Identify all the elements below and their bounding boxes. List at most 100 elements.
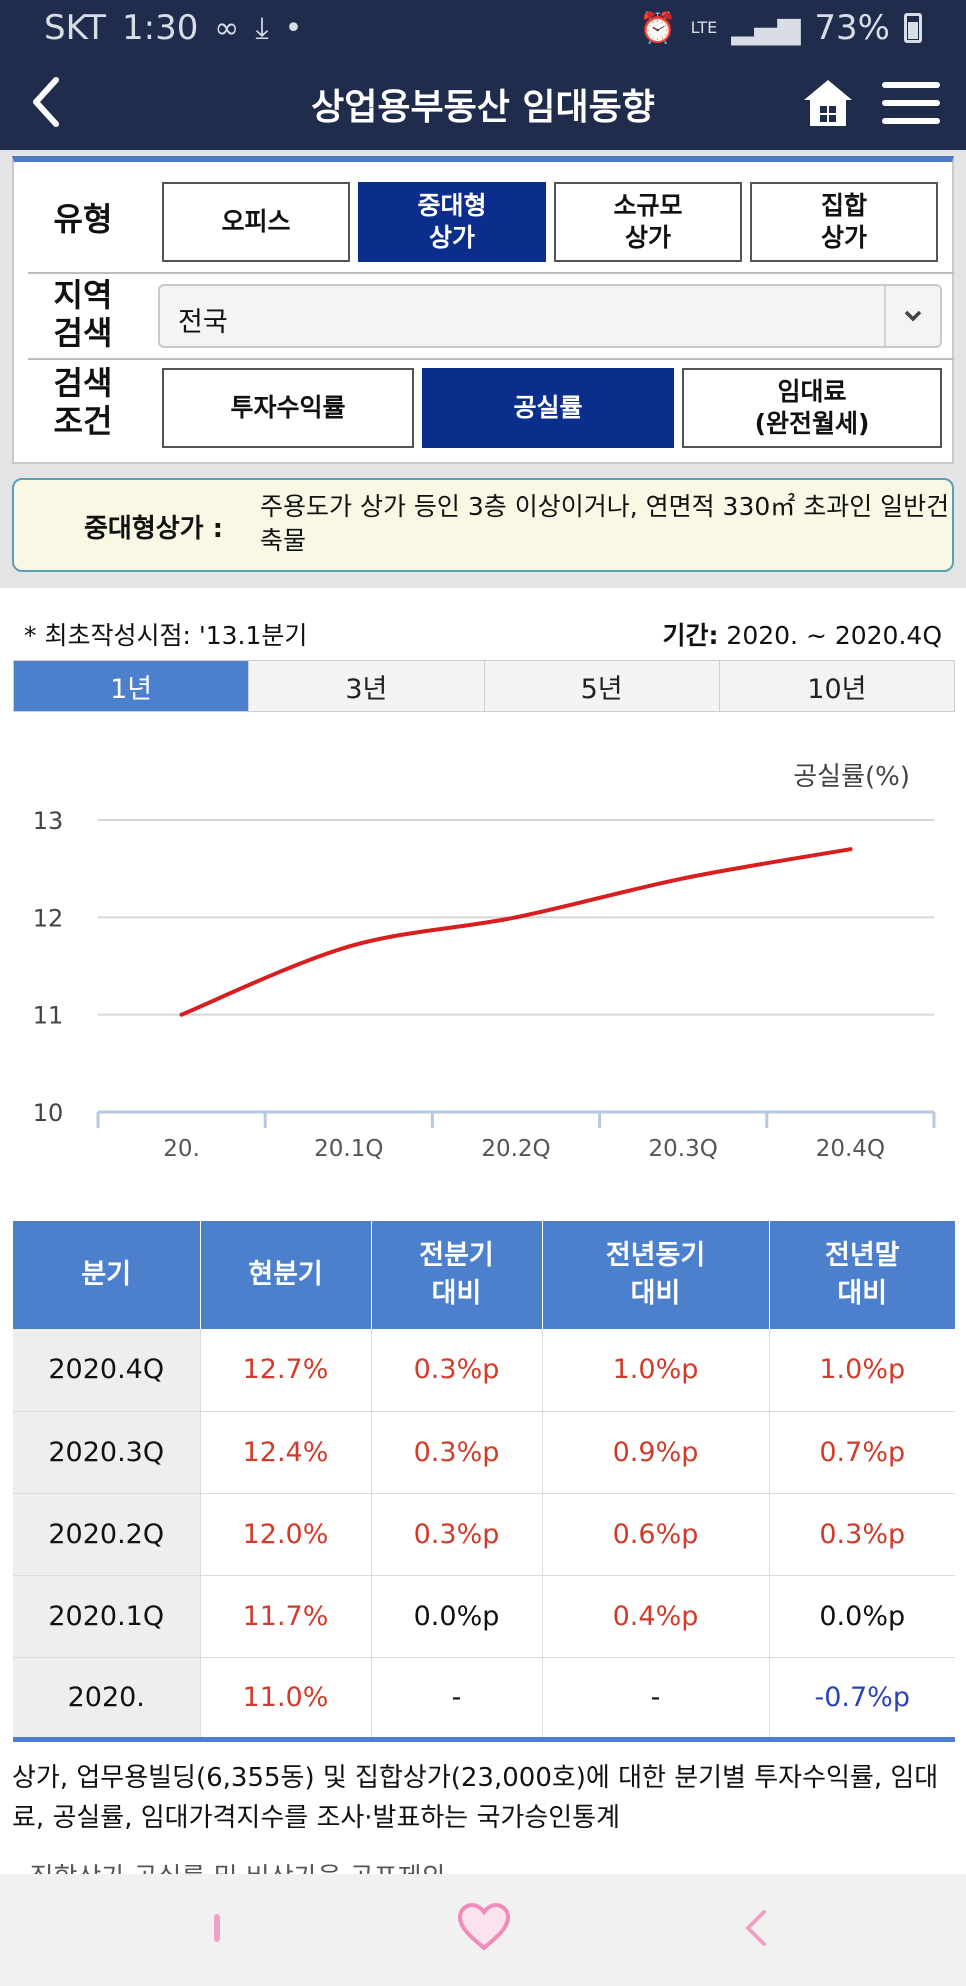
cell-quarter: 2020.4Q <box>13 1329 201 1412</box>
cell-prev-year: - <box>542 1657 770 1740</box>
column-header-prev-quarter: 전분기 대비 <box>371 1221 543 1329</box>
x-tick-label: 20.3Q <box>649 1136 718 1160</box>
cell-prev-year-end: 0.3%p <box>769 1493 955 1576</box>
column-header-prev-year-end: 전년말 대비 <box>769 1221 955 1329</box>
notice-text: 주용도가 상가 등인 3층 이상이거나, 연면적 330㎡ 초과인 일반건축물 <box>260 492 950 555</box>
status-bar: SKT 1:30 ∞ ⤓ • ⏰ LTE ▂▄▆ 73% <box>0 0 966 56</box>
cell-quarter: 2020.2Q <box>13 1493 201 1576</box>
cell-current: 12.4% <box>200 1411 372 1494</box>
cell-prev-year: 0.6%p <box>542 1493 770 1576</box>
statistics-description: 상가, 업무용빌딩(6,355동) 및 집합상가(23,000호)에 대한 분기… <box>12 1763 939 1833</box>
condition-vacancy-rate-button[interactable]: 공실률 <box>422 368 674 448</box>
data-point <box>179 1012 184 1017</box>
first-created-date: * 최초작성시점: '13.1분기 <box>24 621 308 650</box>
cell-prev-quarter: - <box>371 1657 543 1740</box>
period-range: 기간: 2020. ~ 2020.4Q <box>662 616 942 652</box>
type-large-store-button[interactable]: 중대형 상가 <box>358 182 546 262</box>
region-select-value: 전국 <box>178 307 228 338</box>
condition-label: 검색 조건 <box>53 364 113 440</box>
app-notification-icon: ∞ <box>214 10 240 46</box>
table-row: 2020.2Q 12.0% 0.3%p 0.6%p 0.3%p <box>13 1493 955 1576</box>
y-tick-label: 13 <box>33 807 64 835</box>
chart-y-axis-label: 공실률(%) <box>793 762 910 792</box>
column-header-current: 현분기 <box>200 1221 372 1329</box>
cell-prev-year: 0.9%p <box>542 1411 770 1494</box>
vacancy-rate-chart: 공실률(%) 10 11 12 13 20. 20.1Q 20.2Q 20.3Q 20.4Q <box>0 720 966 1162</box>
system-navigation-bar <box>0 1874 966 1986</box>
hamburger-menu-icon[interactable] <box>882 82 940 126</box>
cell-prev-year-end: -0.7%p <box>769 1657 955 1740</box>
carrier: SKT <box>44 8 107 48</box>
condition-rent-button[interactable]: 임대료 (완전월세) <box>682 368 942 448</box>
cell-current: 12.7% <box>200 1329 372 1412</box>
table-row: 2020. 11.0% - - -0.7%p <box>13 1657 955 1740</box>
back-arrow-icon[interactable] <box>22 70 72 134</box>
x-tick-label: 20.1Q <box>314 1136 383 1160</box>
period-label: 기간: <box>662 621 719 650</box>
tab-1-year[interactable]: 1년 <box>14 661 250 711</box>
y-tick-label: 10 <box>33 1099 64 1127</box>
filter-panel: 유형 오피스 중대형 상가 소규모 상가 집합 상가 지역 검색 전국 검색 조… <box>12 156 954 464</box>
cell-prev-quarter: 0.3%p <box>371 1411 543 1494</box>
battery-percent: 73% <box>814 8 890 48</box>
download-icon: ⤓ <box>255 10 269 46</box>
cell-prev-quarter: 0.3%p <box>371 1329 543 1412</box>
line-chart-svg: 10 11 12 13 20. 20.1Q 20.2Q 20.3Q 20.4Q <box>33 807 936 1162</box>
cell-quarter: 2020. <box>13 1657 201 1740</box>
home-heart-icon[interactable] <box>456 1902 512 1952</box>
chevron-down-icon <box>884 286 940 346</box>
cell-current: 11.0% <box>200 1657 372 1740</box>
type-label: 유형 <box>53 200 113 238</box>
network-type: LTE <box>690 18 718 37</box>
condition-investment-return-button[interactable]: 투자수익률 <box>162 368 414 448</box>
cell-prev-quarter: 0.0%p <box>371 1575 543 1658</box>
time: 1:30 <box>122 8 199 48</box>
table-row: 2020.3Q 12.4% 0.3%p 0.9%p 0.7%p <box>13 1411 955 1494</box>
signal-icon: ▂▄▆ <box>731 10 801 46</box>
cell-quarter: 2020.3Q <box>13 1411 201 1494</box>
cell-prev-year-end: 0.0%p <box>769 1575 955 1658</box>
type-office-button[interactable]: 오피스 <box>162 182 350 262</box>
x-tick-label: 20. <box>163 1136 200 1160</box>
period-value: 2020. ~ 2020.4Q <box>718 621 942 650</box>
cell-prev-year: 0.4%p <box>542 1575 770 1658</box>
series-line <box>179 847 853 1017</box>
home-icon[interactable] <box>800 76 856 130</box>
column-header-quarter: 분기 <box>13 1221 201 1329</box>
more-notifications-icon: • <box>284 10 303 46</box>
cell-current: 11.7% <box>200 1575 372 1658</box>
recent-apps-icon[interactable] <box>214 1914 220 1942</box>
data-point <box>681 876 686 881</box>
tab-3-years[interactable]: 3년 <box>249 661 485 711</box>
region-label: 지역 검색 <box>53 276 113 352</box>
cell-current: 12.0% <box>200 1493 372 1576</box>
data-point <box>514 915 518 920</box>
table-row: 2020.1Q 11.7% 0.0%p 0.4%p 0.0%p <box>13 1575 955 1658</box>
column-header-prev-year: 전년동기 대비 <box>542 1221 770 1329</box>
table-header-row: 분기 현분기 전분기 대비 전년동기 대비 전년말 대비 <box>13 1221 955 1329</box>
data-point <box>346 944 351 949</box>
tab-10-years[interactable]: 10년 <box>719 661 954 711</box>
page-title: 상업용부동산 임대동향 <box>311 87 655 128</box>
divider <box>28 272 954 274</box>
cell-prev-year-end: 1.0%p <box>769 1329 955 1412</box>
period-tabs: 1년 3년 5년 10년 <box>13 660 955 712</box>
x-tick-label: 20.2Q <box>481 1136 550 1160</box>
divider <box>28 358 954 360</box>
cell-quarter: 2020.1Q <box>13 1575 201 1658</box>
tab-5-years[interactable]: 5년 <box>484 661 720 711</box>
x-tick-label: 20.4Q <box>816 1136 885 1160</box>
type-collective-store-button[interactable]: 집합 상가 <box>750 182 938 262</box>
definition-notice: 중대형상가 : 주용도가 상가 등인 3층 이상이거나, 연면적 330㎡ 초과… <box>12 478 954 572</box>
vacancy-table: 분기 현분기 전분기 대비 전년동기 대비 전년말 대비 2020.4Q 12.… <box>13 1221 955 1742</box>
alarm-icon: ⏰ <box>639 10 677 46</box>
notice-label: 중대형상가 : <box>84 514 224 544</box>
region-select[interactable]: 전국 <box>158 284 942 348</box>
y-tick-label: 11 <box>33 1002 64 1030</box>
back-chevron-icon[interactable] <box>740 1906 772 1950</box>
type-small-store-button[interactable]: 소규모 상가 <box>554 182 742 262</box>
cell-prev-quarter: 0.3%p <box>371 1493 543 1576</box>
cell-prev-year-end: 0.7%p <box>769 1411 955 1494</box>
cell-prev-year: 1.0%p <box>542 1329 770 1412</box>
y-tick-label: 12 <box>33 904 64 932</box>
